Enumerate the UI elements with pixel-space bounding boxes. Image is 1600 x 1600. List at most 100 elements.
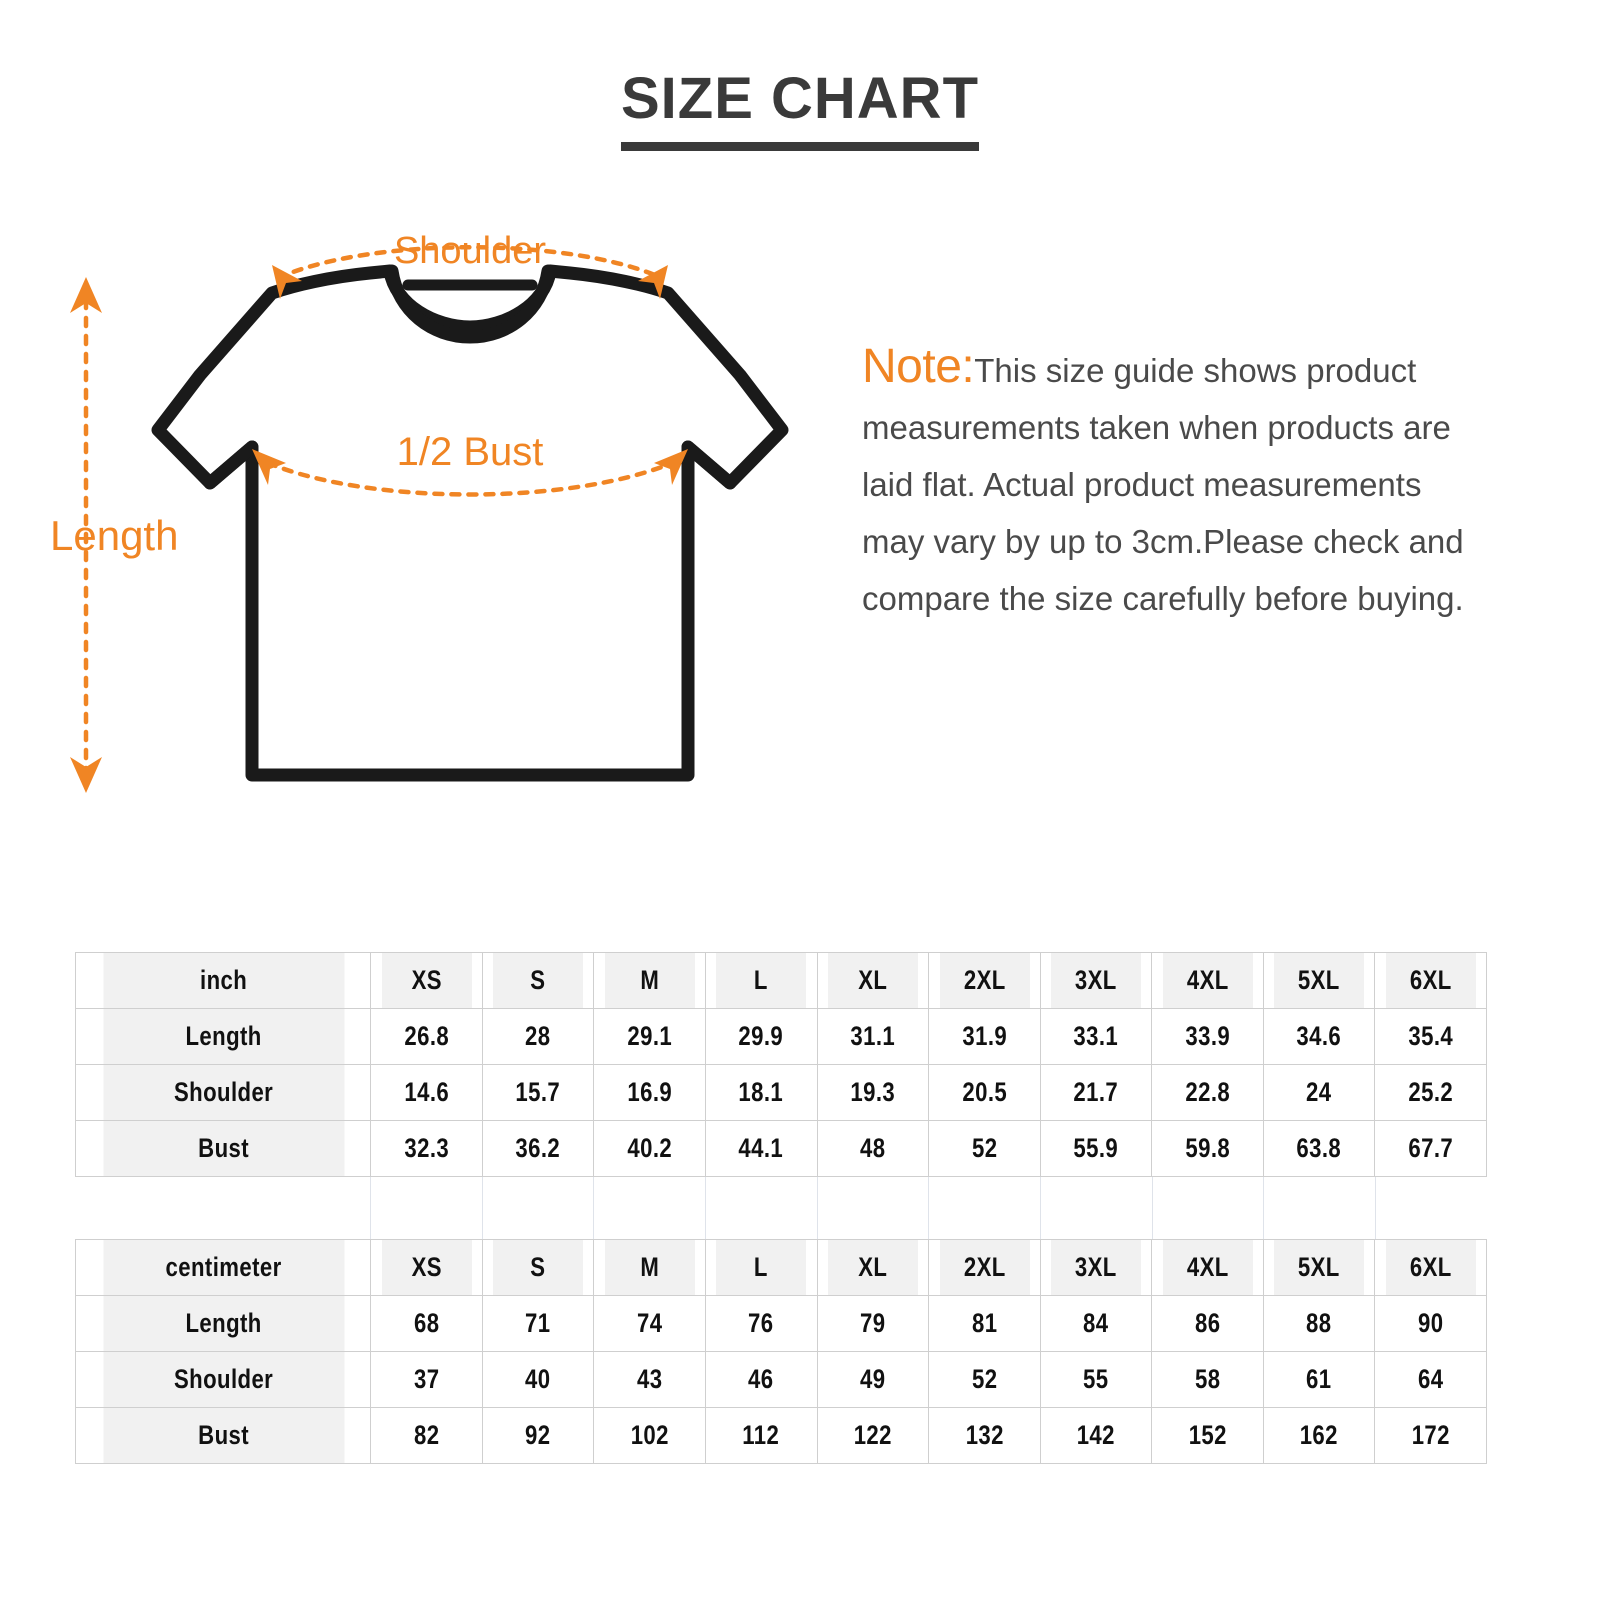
cell-value: 36.2 (491, 1120, 585, 1177)
size-header-xl: XL (826, 1239, 919, 1296)
cell-value: 33.1 (1049, 1008, 1143, 1065)
table-row: Bust 32.3 36.2 40.2 44.1 48 52 55.9 59.8… (76, 1120, 1487, 1177)
cell-value: 21.7 (1049, 1064, 1143, 1121)
size-header-6xl: 6XL (1384, 952, 1477, 1009)
shoulder-measure-arrow-icon (272, 245, 668, 299)
cell-value: 31.9 (938, 1008, 1031, 1065)
size-header-4xl: 4XL (1161, 952, 1254, 1009)
table-row: Length 68 71 74 76 79 81 84 86 88 90 (76, 1295, 1487, 1352)
size-header-xs: XS (380, 952, 473, 1009)
cell-value: 46 (715, 1351, 808, 1408)
cell-value: 55.9 (1049, 1120, 1143, 1177)
spacer-cell (593, 1177, 706, 1239)
cell-value: 25.2 (1384, 1064, 1477, 1121)
cell-value: 16.9 (603, 1064, 696, 1121)
spacer-cell (1151, 1177, 1265, 1239)
cell-value: 55 (1049, 1351, 1143, 1408)
cell-value: 29.9 (715, 1008, 808, 1065)
spacer-cell (1374, 1177, 1487, 1239)
cell-value: 24 (1272, 1064, 1366, 1121)
cell-value: 14.6 (380, 1064, 473, 1121)
cell-value: 33.9 (1161, 1008, 1254, 1065)
cell-value: 28 (491, 1008, 585, 1065)
cell-value: 68 (380, 1295, 473, 1352)
cell-value: 64 (1384, 1351, 1477, 1408)
size-header-5xl: 5XL (1272, 952, 1366, 1009)
cell-value: 44.1 (715, 1120, 808, 1177)
size-header-4xl: 4XL (1161, 1239, 1254, 1296)
size-header-2xl: 2XL (938, 1239, 1031, 1296)
size-header-3xl: 3XL (1049, 952, 1143, 1009)
table-row: Bust 82 92 102 112 122 132 142 152 162 1… (76, 1407, 1487, 1464)
length-label: Length (50, 512, 178, 559)
size-header-5xl: 5XL (1272, 1239, 1366, 1296)
spacer-cell (75, 1177, 371, 1239)
cell-value: 86 (1161, 1295, 1254, 1352)
size-header-xs: XS (380, 1239, 473, 1296)
row-label: Bust (101, 1120, 345, 1177)
note-line: Note:This size guide shows product (862, 338, 1522, 399)
cell-value: 15.7 (491, 1064, 585, 1121)
cell-value: 63.8 (1272, 1120, 1366, 1177)
spacer-cell (928, 1177, 1041, 1239)
note-line: laid flat. Actual product measurements (862, 466, 1422, 503)
unit-header-centimeter: centimeter (101, 1239, 345, 1296)
table-header-row: inch XS S M L XL 2XL 3XL 4XL 5XL 6XL (76, 952, 1487, 1009)
cell-value: 102 (603, 1407, 696, 1464)
page-title: SIZE CHART (621, 70, 979, 151)
cell-value: 79 (826, 1295, 919, 1352)
size-header-s: S (491, 952, 585, 1009)
note-block: Note:This size guide shows product measu… (862, 338, 1522, 627)
note-line: compare the size carefully before buying… (862, 580, 1464, 617)
note-line: measurements taken when products are (862, 409, 1451, 446)
row-label: Shoulder (101, 1064, 345, 1121)
cell-value: 35.4 (1384, 1008, 1477, 1065)
spacer-cell (1263, 1177, 1376, 1239)
spacer-cell (481, 1177, 595, 1239)
table-row: Length 26.8 28 29.1 29.9 31.1 31.9 33.1 … (76, 1008, 1487, 1065)
size-header-m: M (603, 1239, 696, 1296)
size-header-l: L (715, 952, 808, 1009)
shoulder-label: Shoulder (394, 230, 546, 272)
table-header-row: centimeter XS S M L XL 2XL 3XL 4XL 5XL 6… (76, 1239, 1487, 1296)
spacer-cell (1039, 1177, 1153, 1239)
table-spacer-row (75, 1177, 1487, 1239)
garment-diagram: Shoulder 1/2 Bust Length (40, 215, 830, 815)
row-label: Shoulder (101, 1351, 345, 1408)
cell-value: 132 (938, 1407, 1031, 1464)
cell-value: 84 (1049, 1295, 1143, 1352)
unit-header-inch: inch (101, 952, 345, 1009)
note-line: may vary by up to 3cm.Please check and (862, 523, 1464, 560)
cell-value: 112 (715, 1407, 808, 1464)
cell-value: 32.3 (380, 1120, 473, 1177)
cell-value: 40.2 (603, 1120, 696, 1177)
cell-value: 34.6 (1272, 1008, 1366, 1065)
cell-value: 52 (938, 1351, 1031, 1408)
cell-value: 90 (1384, 1295, 1477, 1352)
row-label: Bust (101, 1407, 345, 1464)
cell-value: 142 (1049, 1407, 1143, 1464)
cell-value: 67.7 (1384, 1120, 1477, 1177)
cell-value: 18.1 (715, 1064, 808, 1121)
cell-value: 71 (491, 1295, 585, 1352)
cell-value: 122 (826, 1407, 919, 1464)
size-header-l: L (715, 1239, 808, 1296)
cell-value: 172 (1384, 1407, 1477, 1464)
cell-value: 19.3 (826, 1064, 919, 1121)
bust-measure-arrow-icon (252, 449, 688, 497)
cell-value: 92 (491, 1407, 585, 1464)
cell-value: 20.5 (938, 1064, 1031, 1121)
cell-value: 82 (380, 1407, 473, 1464)
table-row: Shoulder 37 40 43 46 49 52 55 58 61 64 (76, 1351, 1487, 1408)
size-header-3xl: 3XL (1049, 1239, 1143, 1296)
note-label: Note: (862, 340, 975, 393)
size-table-centimeter: centimeter XS S M L XL 2XL 3XL 4XL 5XL 6… (75, 1239, 1487, 1464)
cell-value: 26.8 (380, 1008, 473, 1065)
cell-value: 162 (1272, 1407, 1366, 1464)
cell-value: 61 (1272, 1351, 1366, 1408)
spacer-row (75, 1177, 1487, 1239)
size-header-s: S (491, 1239, 585, 1296)
note-line-text: This size guide shows product (974, 352, 1417, 389)
cell-value: 52 (938, 1120, 1031, 1177)
cell-value: 49 (826, 1351, 919, 1408)
